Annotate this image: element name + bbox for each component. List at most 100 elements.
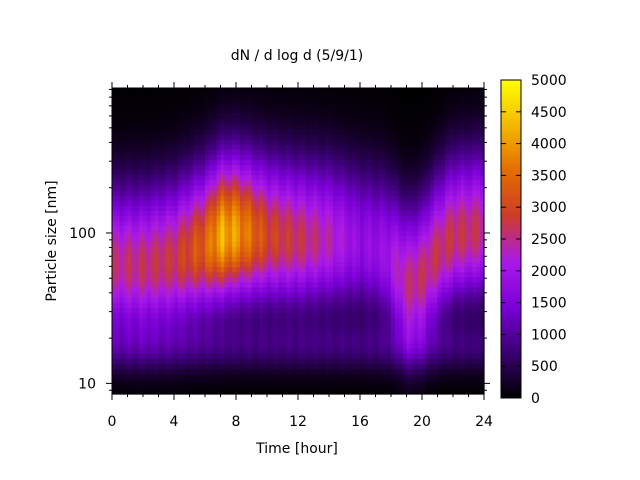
heatmap-cell bbox=[383, 103, 388, 109]
heatmap-cell bbox=[414, 261, 419, 268]
heatmap-cell bbox=[177, 281, 183, 288]
heatmap-cell bbox=[232, 378, 237, 385]
heatmap-cell bbox=[422, 179, 427, 186]
heatmap-cell bbox=[232, 149, 237, 155]
heatmap-cell bbox=[282, 144, 287, 150]
heatmap-cell bbox=[146, 373, 152, 380]
heatmap-cell bbox=[115, 281, 121, 288]
heatmap-cell bbox=[363, 348, 369, 354]
heatmap-cell bbox=[174, 128, 179, 135]
heatmap-cell bbox=[398, 373, 404, 380]
heatmap-cell bbox=[189, 128, 194, 135]
heatmap-cell bbox=[344, 179, 349, 186]
heatmap-cell bbox=[224, 302, 229, 308]
heatmap-cell bbox=[243, 230, 249, 237]
heatmap-cell bbox=[255, 302, 260, 308]
heatmap-cell bbox=[336, 388, 342, 395]
heatmap-cell bbox=[119, 307, 125, 313]
heatmap-cell bbox=[112, 327, 117, 334]
heatmap-cell bbox=[414, 358, 419, 364]
heatmap-cell bbox=[243, 251, 249, 257]
heatmap-cell bbox=[270, 343, 276, 349]
heatmap-cell bbox=[243, 174, 249, 181]
heatmap-cell bbox=[286, 266, 291, 273]
heatmap-cell bbox=[123, 159, 129, 166]
heatmap-cell bbox=[162, 128, 167, 135]
heatmap-cell bbox=[398, 358, 404, 364]
heatmap-cell bbox=[112, 88, 117, 94]
heatmap-cell bbox=[329, 353, 334, 359]
heatmap-cell bbox=[325, 220, 330, 227]
heatmap-cell bbox=[112, 149, 117, 155]
heatmap-cell bbox=[216, 241, 222, 247]
heatmap-cell bbox=[263, 302, 268, 308]
heatmap-cell bbox=[251, 383, 256, 390]
heatmap-cell bbox=[371, 200, 377, 206]
heatmap-cell bbox=[387, 281, 392, 288]
heatmap-cell bbox=[216, 159, 222, 166]
heatmap-cell bbox=[131, 154, 136, 160]
heatmap-cell bbox=[422, 292, 427, 298]
heatmap-cell bbox=[205, 317, 210, 324]
heatmap-cell bbox=[123, 373, 129, 380]
heatmap-cell bbox=[270, 332, 276, 339]
heatmap-cell bbox=[267, 307, 272, 313]
heatmap-cell bbox=[340, 266, 346, 273]
heatmap-cell bbox=[348, 190, 353, 196]
heatmap-cell bbox=[224, 220, 229, 227]
heatmap-cell bbox=[205, 388, 210, 395]
heatmap-cell bbox=[232, 225, 237, 232]
heatmap-cell bbox=[228, 174, 233, 181]
heatmap-cell bbox=[239, 337, 245, 344]
heatmap-cell bbox=[123, 292, 129, 298]
heatmap-cell bbox=[352, 225, 357, 232]
heatmap-cell bbox=[301, 251, 307, 257]
heatmap-cell bbox=[135, 286, 140, 293]
heatmap-cell bbox=[139, 139, 144, 145]
heatmap-cell bbox=[115, 332, 121, 339]
heatmap-cell bbox=[391, 174, 396, 181]
heatmap-cell bbox=[391, 286, 396, 293]
heatmap-cell bbox=[150, 164, 156, 171]
heatmap-cell bbox=[375, 98, 380, 104]
heatmap-cell bbox=[402, 246, 408, 252]
heatmap-cell bbox=[274, 322, 280, 329]
heatmap-cell bbox=[321, 241, 326, 247]
heatmap-cell bbox=[301, 200, 307, 206]
heatmap-cell bbox=[352, 154, 357, 160]
heatmap-cell bbox=[170, 133, 175, 140]
heatmap-cell bbox=[197, 327, 202, 334]
heatmap-cell bbox=[127, 312, 132, 319]
heatmap-cell bbox=[220, 128, 225, 135]
heatmap-cell bbox=[286, 154, 291, 160]
heatmap-cell bbox=[177, 353, 183, 359]
heatmap-cell bbox=[119, 210, 125, 217]
heatmap-cell bbox=[251, 307, 256, 313]
heatmap-cell bbox=[352, 169, 357, 176]
heatmap-cell bbox=[301, 139, 307, 145]
heatmap-cell bbox=[317, 169, 322, 176]
heatmap-cell bbox=[301, 133, 307, 140]
heatmap-cell bbox=[379, 113, 384, 120]
heatmap-cell bbox=[325, 271, 330, 278]
heatmap-cell bbox=[174, 93, 179, 99]
heatmap-cell bbox=[367, 159, 373, 166]
heatmap-cell bbox=[236, 256, 241, 262]
heatmap-cell bbox=[298, 246, 303, 252]
heatmap-cell bbox=[325, 286, 330, 293]
heatmap-cell bbox=[255, 261, 260, 268]
heatmap-cell bbox=[410, 93, 415, 99]
heatmap-cell bbox=[340, 184, 346, 191]
heatmap-cell bbox=[267, 164, 272, 171]
heatmap-cell bbox=[224, 337, 229, 344]
heatmap-cell bbox=[170, 281, 175, 288]
heatmap-cell bbox=[414, 159, 419, 166]
heatmap-cell bbox=[154, 108, 160, 115]
heatmap-cell bbox=[212, 363, 218, 370]
heatmap-cell bbox=[177, 276, 183, 283]
heatmap-cell bbox=[181, 88, 187, 94]
heatmap-cell bbox=[313, 317, 318, 324]
heatmap-cell bbox=[259, 210, 264, 217]
heatmap-cell bbox=[119, 312, 125, 319]
heatmap-cell bbox=[294, 169, 299, 176]
